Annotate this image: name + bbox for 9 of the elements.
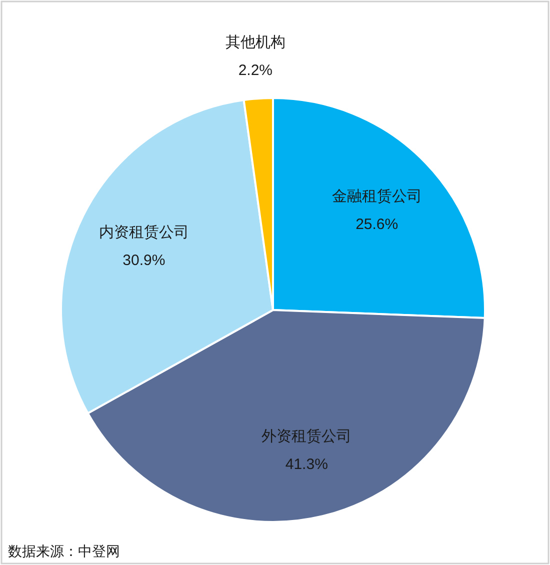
data-label: 41.3% (285, 456, 328, 474)
source-note: 数据来源：中登网 (8, 543, 120, 559)
data-label: 30.9% (122, 252, 166, 269)
slice-label: 金融租赁公司 (332, 188, 422, 206)
slice-label: 外资租赁公司 (262, 428, 352, 446)
data-label: 25.6% (356, 216, 398, 234)
slice-label: 其他机构 (225, 34, 286, 52)
slice-label: 内资租赁公司 (98, 224, 189, 241)
data-label: 2.2% (238, 62, 273, 80)
